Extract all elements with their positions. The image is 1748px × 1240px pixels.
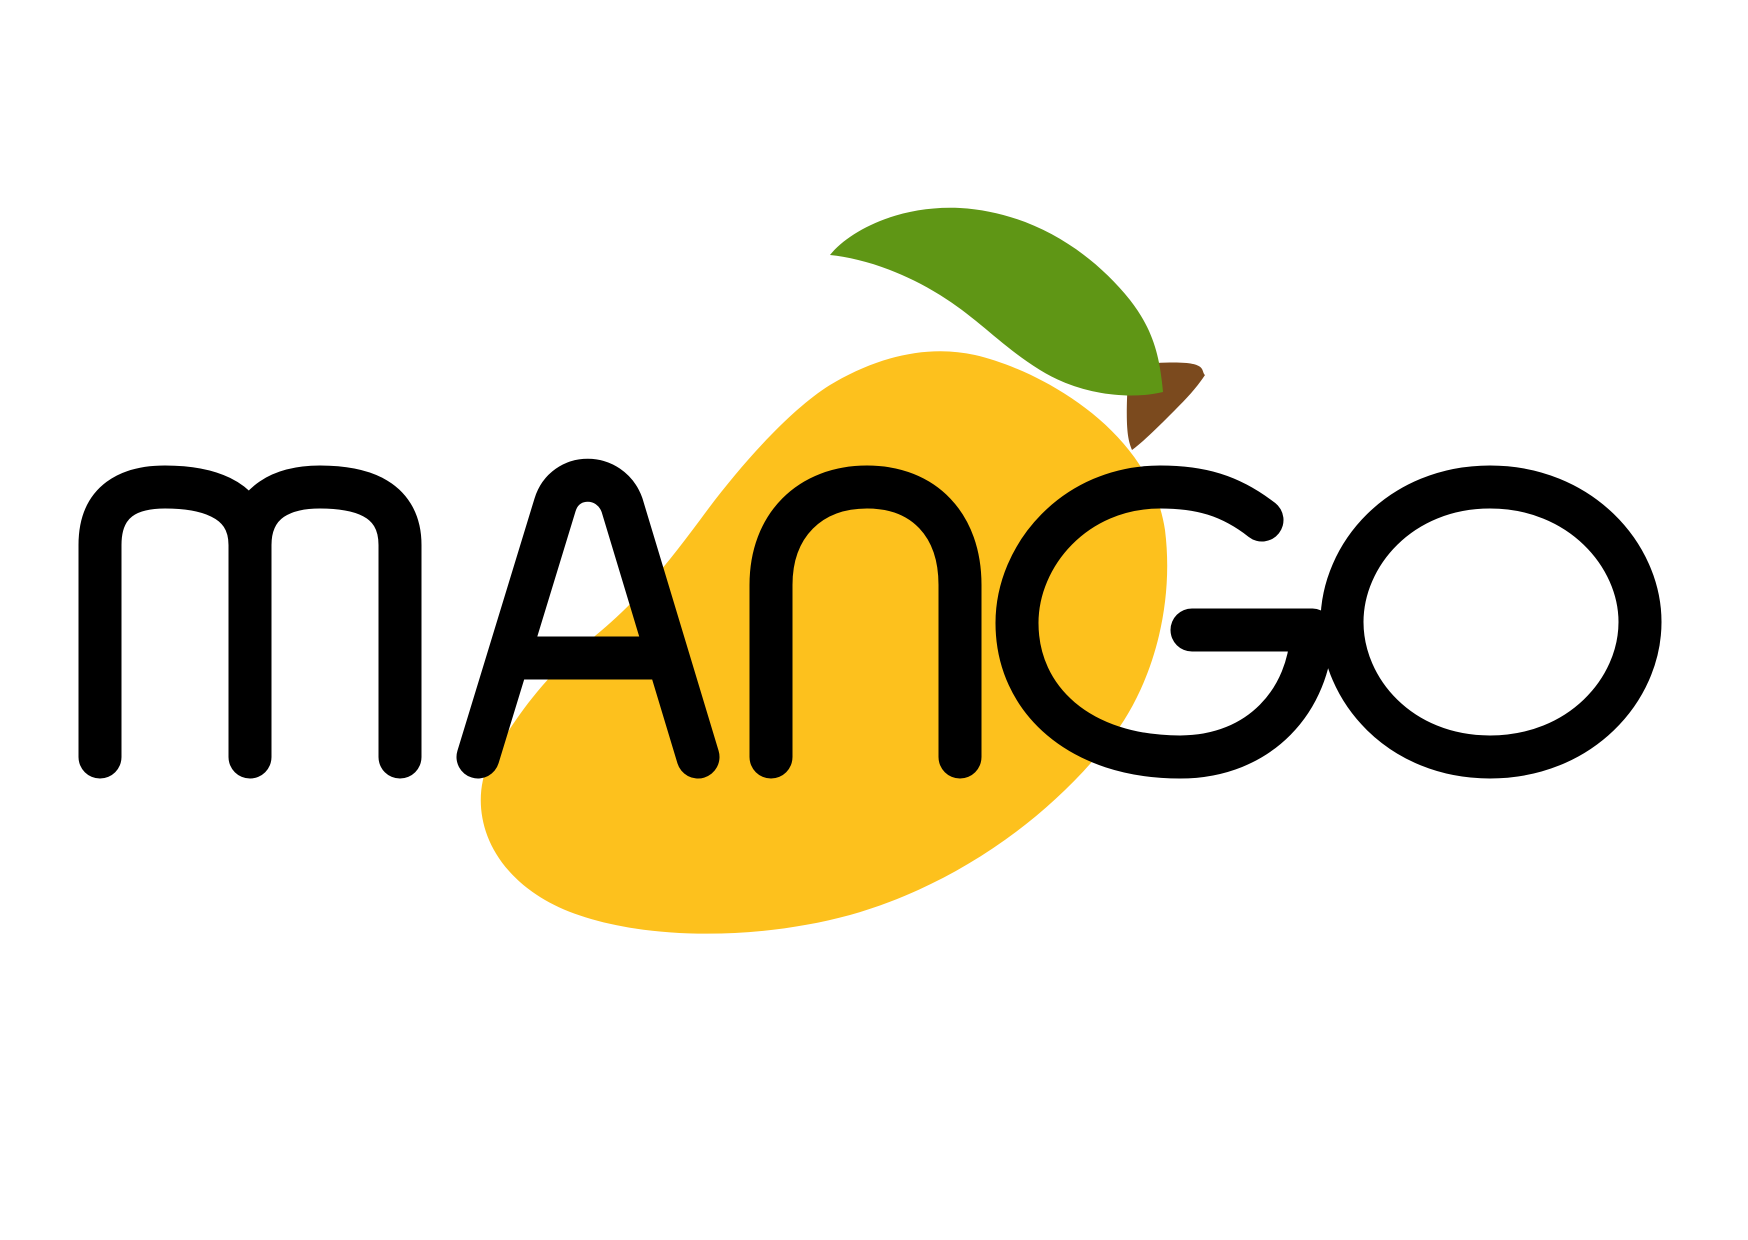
letter-g [995, 465, 1334, 779]
letter-o [1320, 465, 1662, 779]
letter-m [78, 465, 422, 779]
mango-leaf-icon [830, 207, 1163, 396]
wordmark-text: MANGO [855, 772, 894, 783]
letter-n [749, 465, 982, 779]
mango-illustration [480, 207, 1205, 934]
mango-fruit-body [480, 351, 1168, 934]
wordmark [78, 458, 1662, 779]
letter-a [456, 458, 720, 779]
